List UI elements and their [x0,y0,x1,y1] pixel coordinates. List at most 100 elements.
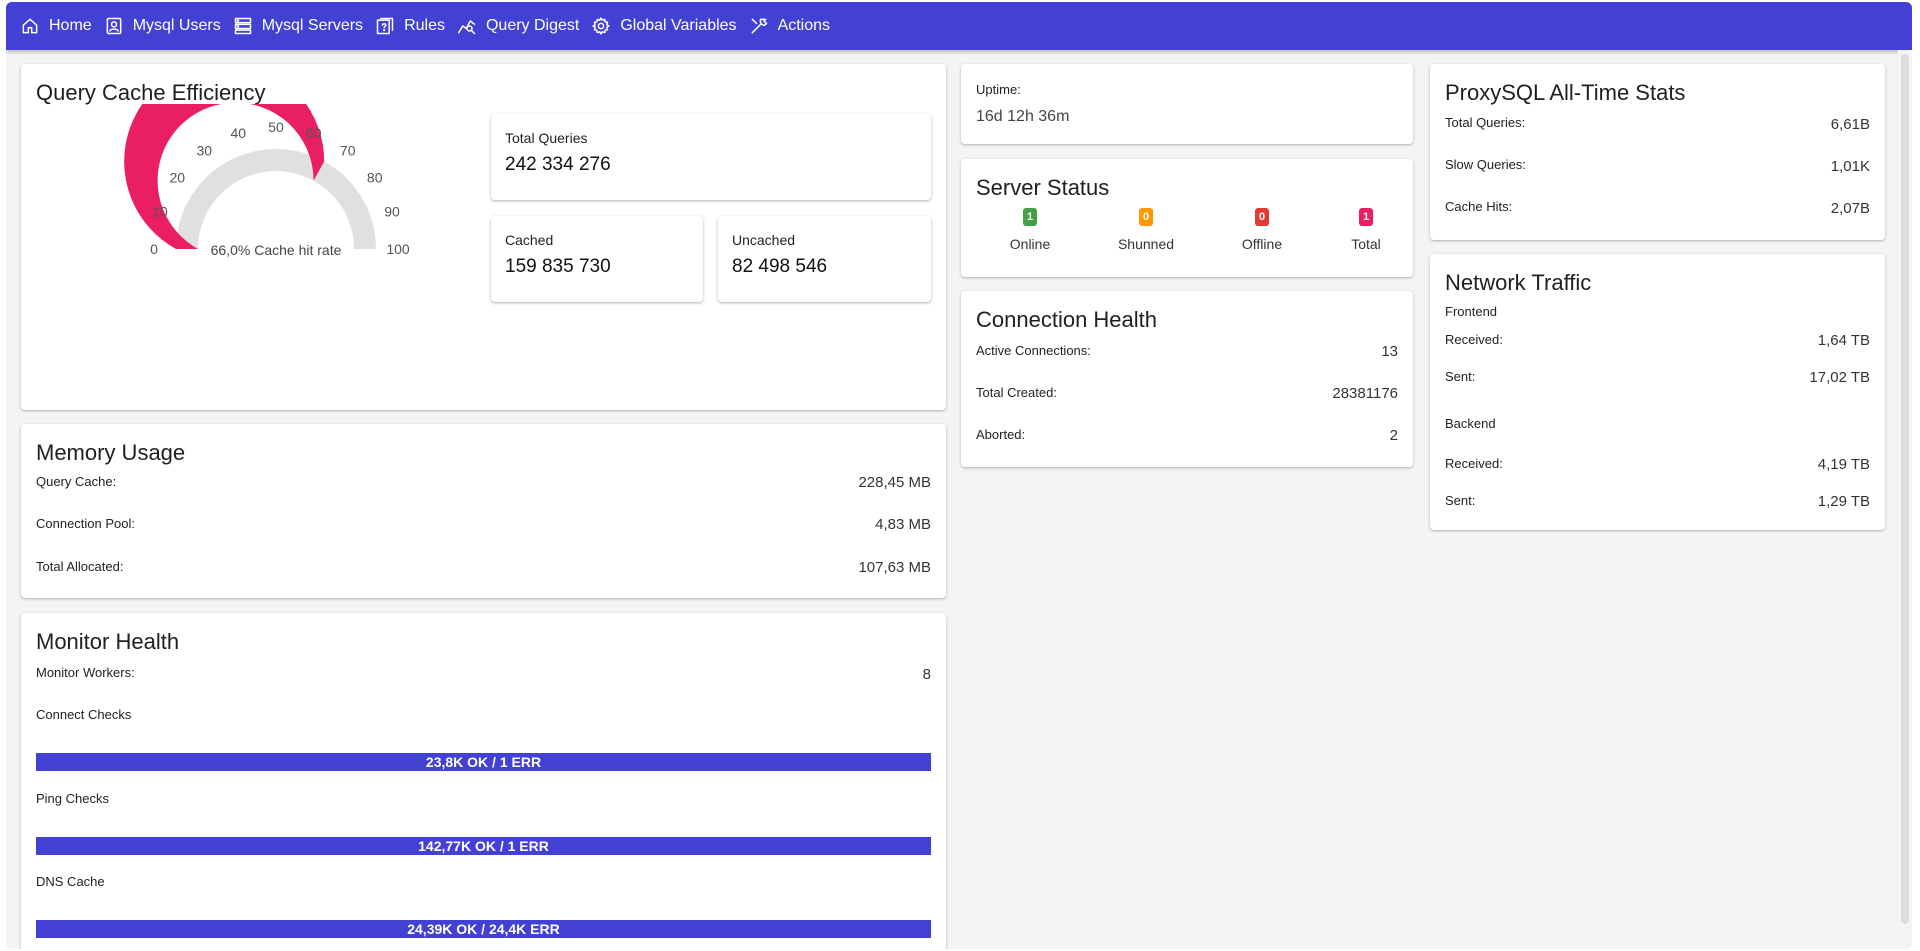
aborted-value: 2 [1389,427,1398,444]
uptime-label: Uptime: [976,82,1021,97]
slow-queries-value: 1,01K [1830,158,1870,175]
total-created-value: 28381176 [1332,385,1398,402]
gear-icon [592,17,611,35]
nav-query-digest-label: Query Digest [485,17,580,34]
nav-global-variables[interactable]: Global Variables [587,6,744,46]
backend-received-label: Received: [1445,456,1503,471]
user-badge-icon [106,17,122,35]
offline-count-badge: 0 [1254,208,1270,226]
nav-query-digest[interactable]: Query Digest [453,6,587,46]
wrench-icon [751,18,767,34]
online-label: Online [1009,236,1051,252]
online-count-badge: 1 [1022,208,1038,226]
nav-actions[interactable]: Actions [745,6,838,46]
all-time-stats-card: ProxySQL All-Time Stats Total Queries: 6… [1430,64,1885,240]
monitor-health-card: Monitor Health Monitor Workers: 8 Connec… [21,613,946,949]
gauge-tick-label: 100 [386,241,410,257]
network-traffic-title: Network Traffic [1445,270,1592,295]
memory-connection-pool-label: Connection Pool: [36,516,136,531]
nav-mysql-servers-label: Mysql Servers [261,17,364,34]
nav-mysql-users[interactable]: Mysql Users [100,6,229,46]
status-total: 1 Total [1316,207,1416,252]
ping-checks-label: Ping Checks [36,791,109,806]
memory-query-cache-value: 228,45 MB [858,474,931,491]
nav-mysql-servers[interactable]: Mysql Servers [229,6,371,46]
total-count-badge: 1 [1358,208,1374,226]
total-queries-value: 242 334 276 [505,154,611,175]
all-time-total-queries-label: Total Queries: [1445,115,1526,130]
uncached-tile: Uncached 82 498 546 [718,216,931,302]
status-online: 1 Online [980,207,1080,252]
home-icon [22,18,38,34]
connect-checks-bar: 23,8K OK / 1 ERR [36,753,931,771]
nav-rules[interactable]: Rules [371,6,453,46]
active-connections-label: Active Connections: [976,343,1091,358]
server-status-title: Server Status [976,175,1110,200]
shunned-count-badge: 0 [1138,208,1154,226]
gauge-tick-label: 50 [268,119,284,135]
all-time-total-queries-value: 6,61B [1830,116,1870,133]
all-time-stats-title: ProxySQL All-Time Stats [1445,80,1686,105]
gauge-tick-label: 80 [367,169,383,185]
top-nav: Home Mysql Users Mysql Servers Rules Que… [6,2,1912,50]
gauge-tick-label: 70 [340,142,356,158]
rules-icon [376,17,394,35]
nav-rules-label: Rules [404,17,445,34]
gauge-caption: 66,0% Cache hit rate [211,242,342,258]
total-label: Total [1351,236,1381,252]
uptime-value: 16d 12h 36m [976,108,1070,125]
cached-label: Cached [505,232,554,248]
query-cache-card: Query Cache Efficiency 0 10 20 30 40 50 60 70 80… [21,64,946,410]
backend-heading: Backend [1445,416,1496,431]
gauge-tick-label: 30 [197,142,213,158]
slow-queries-label: Slow Queries: [1445,157,1526,172]
nav-mysql-users-label: Mysql Users [132,17,221,34]
dns-cache-label: DNS Cache [36,874,105,889]
nav-home-label: Home [49,17,92,34]
monitor-health-title: Monitor Health [36,629,180,654]
gauge-tick-label: 0 [150,241,158,257]
gauge-tick-label: 10 [152,203,168,219]
cached-value: 159 835 730 [505,256,611,277]
cache-hits-value: 2,07B [1830,200,1870,217]
aborted-label: Aborted: [976,427,1026,442]
query-chart-icon [457,20,476,35]
gauge-tick-label: 20 [170,169,186,185]
status-offline: 0 Offline [1212,207,1312,252]
active-connections-value: 13 [1381,343,1398,360]
dns-cache-bar: 24,39K OK / 24,4K ERR [36,920,931,938]
nav-actions-label: Actions [777,17,831,34]
server-status-card: Server Status 1 Online 0 Shunned 0 Offli… [961,159,1413,277]
network-traffic-card: Network Traffic Frontend Received: 1,64 … [1430,254,1885,530]
backend-sent-label: Sent: [1445,493,1476,508]
gauge-tick-label: 40 [231,125,247,141]
connection-health-title: Connection Health [976,307,1158,332]
connect-checks-label: Connect Checks [36,707,132,722]
frontend-sent-label: Sent: [1445,369,1476,384]
frontend-received-value: 1,64 TB [1817,332,1870,349]
server-icon [234,17,251,35]
shunned-label: Shunned [1117,236,1175,252]
memory-total-allocated-value: 107,63 MB [858,559,931,576]
cache-hits-label: Cache Hits: [1445,199,1513,214]
memory-query-cache-label: Query Cache: [36,474,117,489]
scrollbar-thumb[interactable] [1901,54,1909,924]
status-shunned: 0 Shunned [1096,207,1196,252]
gauge-fill [124,104,325,249]
memory-total-allocated-label: Total Allocated: [36,559,124,574]
ping-checks-bar: 142,77K OK / 1 ERR [36,837,931,855]
page-scrollbar[interactable] [1898,50,1912,949]
frontend-sent-value: 17,02 TB [1809,369,1870,386]
uptime-card: Uptime: 16d 12h 36m [961,64,1413,144]
offline-label: Offline [1241,236,1283,252]
nav-home[interactable]: Home [16,6,100,46]
gauge-tick-label: 90 [384,203,400,219]
gauge-track [176,149,376,249]
connection-health-card: Connection Health Active Connections: 13… [961,291,1413,467]
memory-usage-card: Memory Usage Query Cache: 228,45 MB Conn… [21,424,946,598]
backend-received-value: 4,19 TB [1817,456,1870,473]
query-cache-title: Query Cache Efficiency [36,80,266,105]
total-created-label: Total Created: [976,385,1057,400]
memory-connection-pool-value: 4,83 MB [875,516,931,533]
monitor-workers-label: Monitor Workers: [36,665,135,680]
